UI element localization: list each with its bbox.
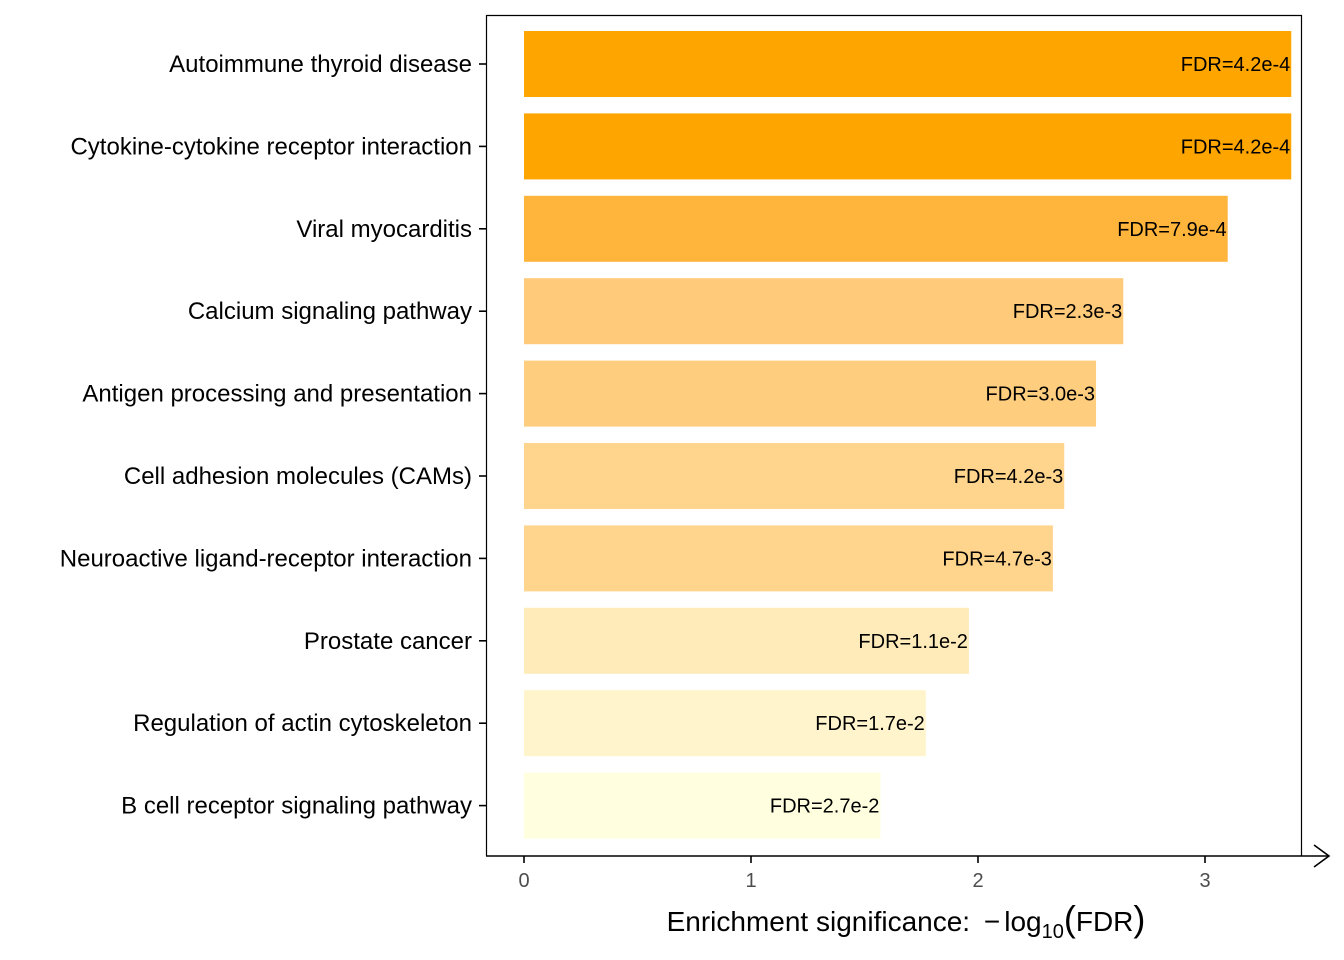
bar-value-label: FDR=4.2e-3 [954, 466, 1064, 488]
category-label: Antigen processing and presentation [82, 381, 472, 408]
category-label: Cell adhesion molecules (CAMs) [124, 463, 472, 490]
bar-value-label: FDR=4.2e-4 [1181, 136, 1291, 158]
bar [524, 360, 1097, 427]
x-tick-label: 2 [972, 870, 983, 892]
bar-value-label: FDR=1.1e-2 [858, 631, 968, 653]
category-label: Cytokine-cytokine receptor interaction [70, 133, 472, 160]
x-ticks-layer: 0 1 2 3 [518, 856, 1211, 892]
category-label: Neuroactive ligand-receptor interaction [60, 545, 472, 572]
bar-value-label: FDR=3.0e-3 [986, 384, 1096, 406]
category-label: B cell receptor signaling pathway [121, 793, 472, 820]
bar [524, 690, 926, 757]
category-label: Calcium signaling pathway [188, 298, 472, 325]
bar-value-label: FDR=4.7e-3 [942, 548, 1052, 570]
x-axis-title-log: log [1004, 906, 1041, 937]
bar [524, 195, 1228, 262]
bar [524, 113, 1292, 180]
x-tick-label: 1 [745, 870, 756, 892]
category-labels-layer: Autoimmune thyroid disease Cytokine-cytok… [60, 51, 486, 820]
category-label: Regulation of actin cytoskeleton [133, 710, 472, 737]
x-axis-title: Enrichment significance: − log10(FDR) [667, 898, 1146, 943]
x-tick-label: 3 [1199, 870, 1210, 892]
category-label: Viral myocarditis [296, 216, 472, 243]
bar-value-label: FDR=2.3e-3 [1013, 301, 1123, 323]
bar [524, 278, 1124, 345]
bar [524, 31, 1292, 97]
bars-layer [524, 31, 1292, 839]
x-axis-title-close-paren: ) [1133, 898, 1145, 939]
x-axis-title-prefix: Enrichment significance: [667, 906, 978, 937]
bar-value-label: FDR=2.7e-2 [770, 796, 880, 818]
x-axis-title-minus: − [984, 906, 1000, 937]
bar [524, 772, 881, 839]
category-label: Autoimmune thyroid disease [169, 51, 472, 78]
x-tick-label: 0 [518, 870, 529, 892]
x-axis-title-argument: FDR [1076, 906, 1134, 937]
bar [524, 607, 969, 674]
bar-value-label: FDR=1.7e-2 [815, 713, 925, 735]
x-axis-title-subscript: 10 [1042, 921, 1064, 943]
category-label: Prostate cancer [304, 628, 472, 655]
x-axis-title-open-paren: ( [1064, 898, 1076, 939]
bar [524, 525, 1053, 592]
bar-value-label: FDR=4.2e-4 [1181, 54, 1291, 76]
bar-labels-layer: FDR=4.2e-4 FDR=4.2e-4 FDR=7.9e-4 FDR=2.3e-3… [770, 54, 1290, 818]
x-axis-arrowhead [1313, 844, 1331, 868]
bar [524, 443, 1065, 509]
bar-value-label: FDR=7.9e-4 [1117, 219, 1227, 241]
